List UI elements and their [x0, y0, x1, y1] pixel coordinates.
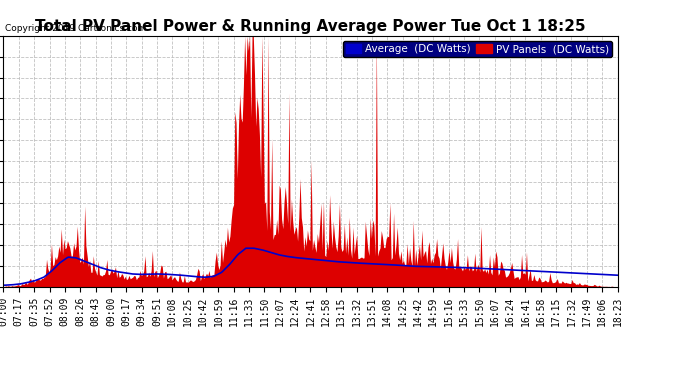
Title: Total PV Panel Power & Running Average Power Tue Oct 1 18:25: Total PV Panel Power & Running Average P…: [35, 20, 586, 34]
Legend: Average  (DC Watts), PV Panels  (DC Watts): Average (DC Watts), PV Panels (DC Watts): [342, 41, 612, 57]
Text: Copyright 2019 Cartronics.com: Copyright 2019 Cartronics.com: [5, 24, 146, 33]
